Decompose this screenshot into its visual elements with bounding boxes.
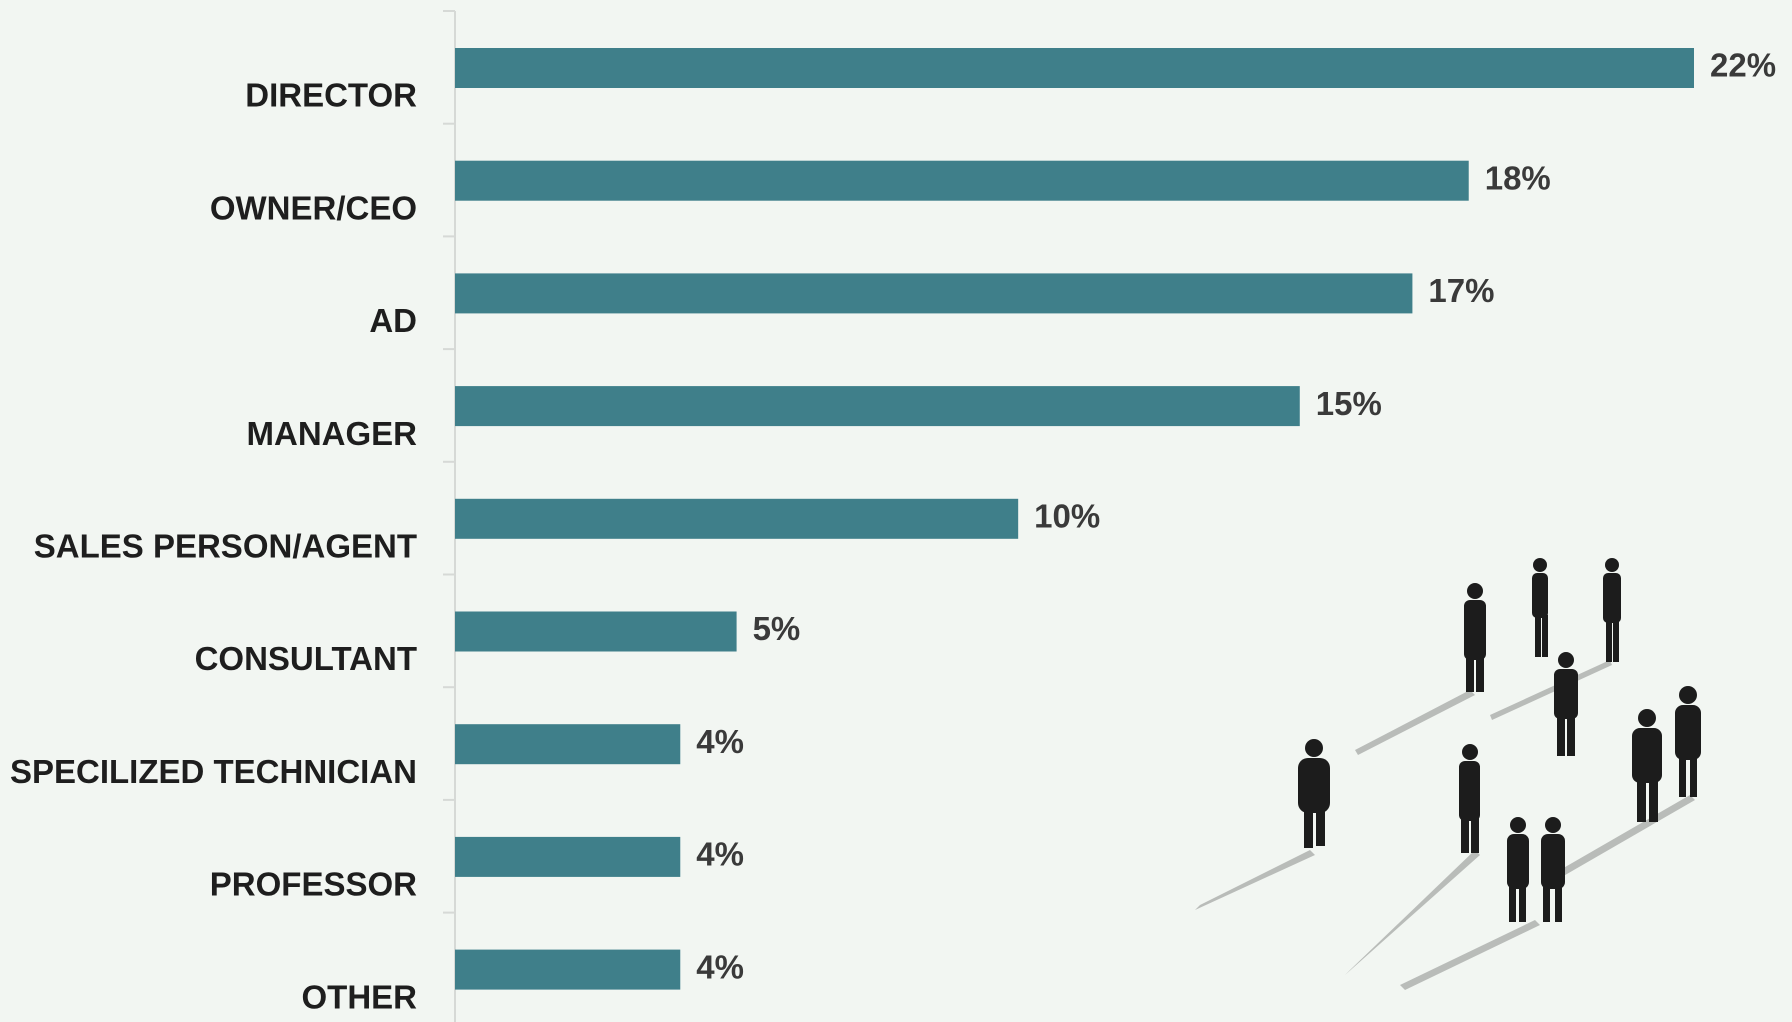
shadow [1345, 850, 1480, 975]
silhouette [1298, 739, 1330, 848]
silhouette [1464, 583, 1486, 692]
silhouette [1507, 817, 1529, 922]
bar [455, 273, 1413, 314]
data-label: 4% [696, 836, 744, 873]
data-label: 5% [753, 610, 801, 647]
silhouette [1459, 744, 1480, 853]
bar [455, 836, 681, 877]
y-tick-label: OTHER [302, 978, 418, 1015]
bar [455, 724, 681, 765]
silhouette [1603, 558, 1621, 662]
silhouette [1554, 652, 1578, 756]
y-tick-label: AD [369, 302, 417, 339]
bar [455, 48, 1694, 88]
silhouette [1632, 709, 1662, 822]
bar [455, 949, 681, 990]
data-label: 10% [1034, 498, 1100, 535]
y-tick-label: SALES PERSON/AGENT [34, 528, 417, 565]
y-tick-label: DIRECTOR [245, 77, 417, 114]
data-label: 18% [1485, 159, 1551, 196]
people-illustration [1195, 558, 1701, 990]
silhouette [1541, 817, 1565, 922]
y-tick-label: SPECILIZED TECHNICIAN [10, 753, 417, 790]
y-tick-label: MANAGER [247, 415, 418, 452]
shadow [1490, 660, 1612, 720]
silhouette [1532, 558, 1548, 657]
shadow [1560, 795, 1695, 878]
shadow [1195, 850, 1315, 910]
data-label: 4% [696, 948, 744, 985]
y-tick-label: PROFESSOR [210, 866, 417, 903]
data-label: 15% [1316, 385, 1382, 422]
bar [455, 160, 1469, 201]
y-tick-label: OWNER/CEO [210, 189, 417, 226]
silhouette [1675, 686, 1701, 797]
data-label: 17% [1428, 272, 1494, 309]
bar [455, 611, 737, 652]
shadow [1400, 920, 1540, 990]
data-label: 22% [1710, 47, 1776, 84]
data-label: 4% [696, 723, 744, 760]
shadow [1355, 690, 1475, 755]
bar [455, 386, 1300, 427]
bar [455, 498, 1019, 539]
y-tick-label: CONSULTANT [195, 640, 417, 677]
